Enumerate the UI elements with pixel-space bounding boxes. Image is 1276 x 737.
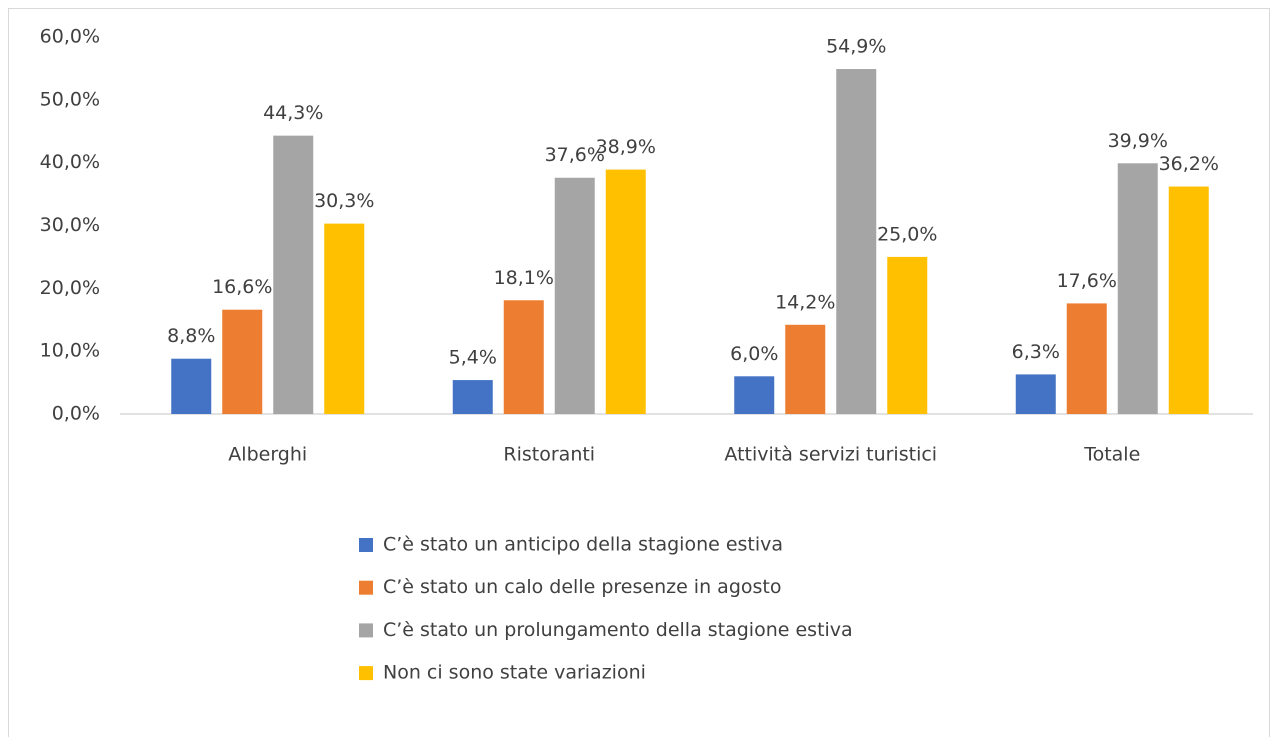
bar — [452, 380, 493, 414]
legend-swatch — [359, 538, 373, 552]
bar — [605, 169, 646, 414]
x-tick-label: Attività servizi turistici — [724, 444, 937, 466]
data-label: 16,6% — [212, 276, 272, 298]
x-tick-label: Ristoranti — [503, 444, 595, 466]
legend-label: C’è stato un prolungamento della stagion… — [383, 619, 853, 641]
legend-label: Non ci sono state variazioni — [383, 662, 646, 684]
data-label: 44,3% — [263, 102, 323, 124]
bar — [503, 300, 544, 414]
x-tick-label: Alberghi — [228, 444, 307, 466]
y-tick-label: 40,0% — [40, 151, 100, 173]
data-label: 8,8% — [167, 325, 215, 347]
bar — [836, 69, 877, 415]
legend-label: C’è stato un anticipo della stagione est… — [383, 534, 783, 556]
legend-label: C’è stato un calo delle presenze in agos… — [383, 576, 781, 598]
bar — [324, 223, 365, 414]
legend-swatch — [359, 666, 373, 681]
y-tick-label: 10,0% — [40, 340, 100, 362]
data-label: 6,0% — [730, 343, 778, 365]
y-tick-label: 0,0% — [52, 403, 100, 425]
y-tick-label: 20,0% — [40, 277, 100, 299]
legend-swatch — [359, 580, 373, 595]
legend-swatch — [359, 623, 373, 638]
bar — [785, 324, 826, 414]
x-tick-label: Totale — [1083, 444, 1140, 466]
data-label: 54,9% — [826, 36, 886, 58]
bar — [554, 177, 595, 414]
data-label: 38,9% — [596, 136, 656, 158]
data-label: 17,6% — [1057, 270, 1117, 292]
data-label: 39,9% — [1108, 130, 1168, 152]
bar — [1168, 186, 1209, 414]
bar — [734, 376, 775, 414]
bar — [887, 256, 928, 414]
bar — [222, 309, 263, 414]
data-label: 5,4% — [449, 347, 497, 369]
data-label: 25,0% — [877, 223, 937, 245]
y-tick-label: 60,0% — [40, 26, 100, 48]
data-label: 37,6% — [545, 144, 605, 166]
data-label: 36,2% — [1159, 153, 1219, 175]
data-label: 30,3% — [314, 190, 374, 212]
data-label: 14,2% — [775, 291, 835, 313]
y-tick-label: 50,0% — [40, 88, 100, 110]
data-label: 6,3% — [1012, 341, 1060, 363]
y-tick-label: 30,0% — [40, 214, 100, 236]
data-label: 18,1% — [494, 267, 554, 289]
bar — [273, 135, 314, 415]
bar — [171, 358, 212, 414]
bar — [1117, 163, 1158, 414]
bar — [1066, 303, 1107, 414]
bar — [1015, 374, 1056, 414]
